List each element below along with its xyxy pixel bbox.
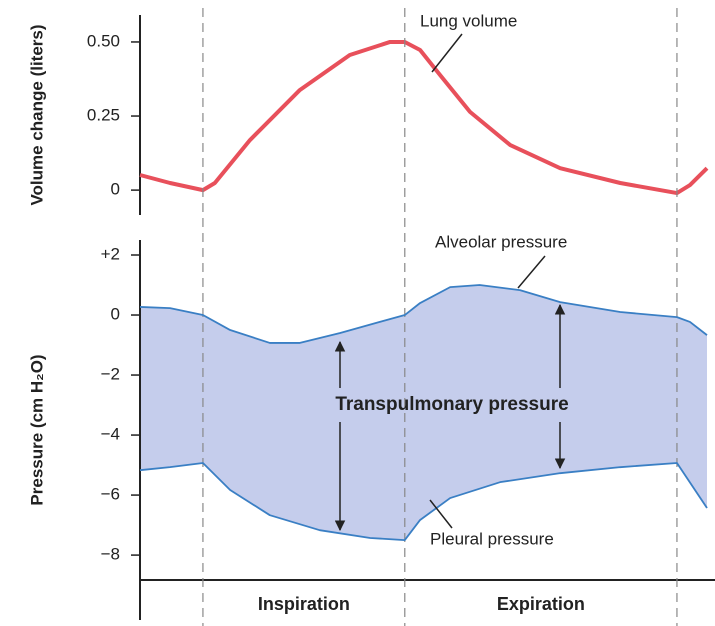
y-tick-label: 0.50 — [87, 31, 120, 50]
y-tick-label: −2 — [101, 365, 120, 384]
leader-line — [429, 499, 453, 529]
y-tick-label: 0.25 — [87, 106, 120, 125]
leader-line — [517, 255, 546, 289]
leader-line — [431, 33, 463, 73]
line — [139, 284, 708, 344]
y-tick-label: −4 — [101, 425, 120, 444]
series-label: Lung volume — [420, 11, 517, 30]
y-axis-label: Volume change (liters) — [27, 24, 46, 205]
band-fill — [140, 285, 707, 541]
phase-label: Inspiration — [258, 594, 350, 614]
y-tick-label: −8 — [101, 545, 120, 564]
series-label: Pleural pressure — [430, 529, 554, 548]
y-tick-label: +2 — [101, 244, 120, 263]
line — [139, 39, 709, 196]
annotation: Transpulmonary pressure — [335, 394, 568, 415]
y-tick-label: 0 — [111, 305, 120, 324]
y-tick-label: −6 — [101, 485, 120, 504]
y-tick-label: 0 — [111, 180, 120, 199]
phase-label: Expiration — [497, 594, 585, 614]
y-axis-label: Pressure (cm H₂O) — [27, 354, 46, 505]
series-label: Alveolar pressure — [435, 232, 567, 251]
line — [139, 462, 708, 541]
